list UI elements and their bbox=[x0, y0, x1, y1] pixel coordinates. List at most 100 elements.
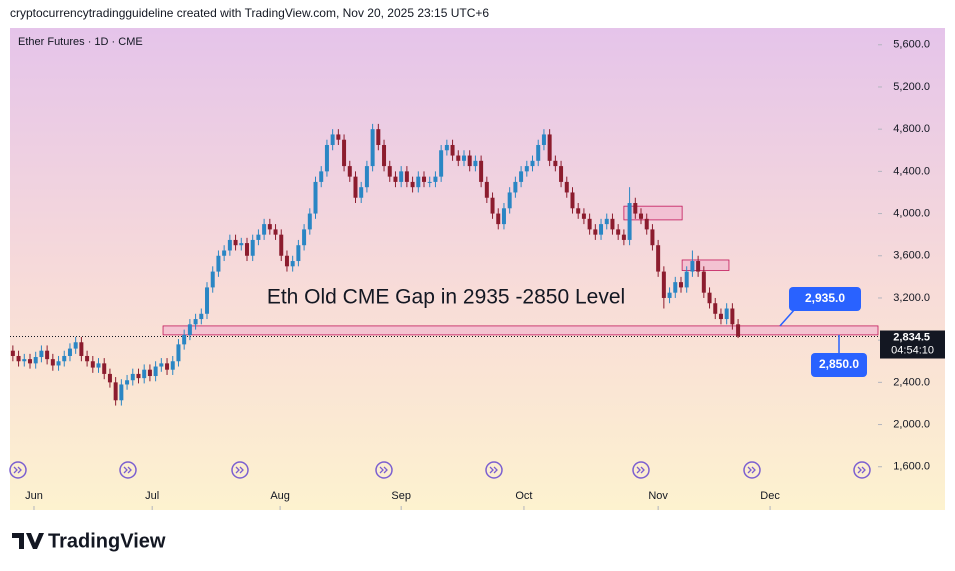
countdown: 04:54:10 bbox=[891, 344, 934, 356]
y-tick-label: 3,600.0 bbox=[893, 250, 930, 262]
candle-body bbox=[170, 361, 175, 370]
candle-body bbox=[684, 271, 689, 288]
candle-body bbox=[690, 261, 695, 272]
candle-body bbox=[587, 218, 592, 230]
candle-body bbox=[153, 366, 158, 377]
candle-body bbox=[16, 355, 21, 362]
x-tick-label: Aug bbox=[270, 490, 290, 502]
event-icon bbox=[375, 461, 393, 479]
candle-body bbox=[576, 208, 581, 214]
candle-body bbox=[342, 139, 347, 167]
candle-body bbox=[501, 208, 506, 225]
logo: TradingView bbox=[12, 530, 166, 552]
candle-body bbox=[553, 160, 558, 167]
candle-body bbox=[718, 313, 723, 320]
candle-body bbox=[62, 355, 67, 362]
candle-body bbox=[353, 176, 358, 198]
candle-body bbox=[387, 166, 392, 177]
candle-body bbox=[227, 239, 232, 251]
event-icon bbox=[231, 461, 249, 479]
candle-body bbox=[130, 373, 135, 381]
y-tick-label: 5,200.0 bbox=[893, 81, 930, 93]
candle-body bbox=[370, 129, 375, 167]
candle-body bbox=[296, 245, 301, 262]
header: cryptocurrencytradingguideline created w… bbox=[10, 6, 489, 20]
candle-body bbox=[302, 229, 307, 246]
candle-body bbox=[313, 181, 318, 214]
x-tick-label: Sep bbox=[391, 490, 411, 502]
candle-body bbox=[73, 342, 78, 349]
logo-icon bbox=[12, 533, 44, 549]
candle-body bbox=[627, 203, 632, 240]
candle-body bbox=[136, 373, 141, 379]
candle-body bbox=[467, 155, 472, 167]
candle-body bbox=[307, 213, 312, 230]
candle-body bbox=[644, 218, 649, 230]
candle-body bbox=[707, 292, 712, 304]
candle-body bbox=[210, 271, 215, 288]
plot: 1,600.02,000.02,400.02,800.03,200.03,600… bbox=[9, 39, 945, 510]
candle-body bbox=[233, 239, 238, 246]
candle-body bbox=[530, 160, 535, 167]
candle-body bbox=[262, 224, 267, 235]
x-tick-label: Jun bbox=[25, 490, 43, 502]
candle-body bbox=[330, 134, 335, 145]
y-tick-label: 4,400.0 bbox=[893, 165, 930, 177]
candle-body bbox=[216, 255, 221, 272]
candle-body bbox=[199, 313, 204, 320]
candle-body bbox=[336, 134, 341, 140]
candle-body bbox=[50, 359, 55, 366]
event-icon bbox=[485, 461, 503, 479]
candle-body bbox=[107, 373, 112, 383]
candle-body bbox=[696, 261, 701, 272]
candle-body bbox=[593, 229, 598, 235]
candle-body bbox=[410, 181, 415, 188]
y-tick-label: 4,000.0 bbox=[893, 207, 930, 219]
candle-body bbox=[284, 255, 289, 267]
candle-body bbox=[239, 243, 244, 246]
candle-body bbox=[541, 134, 546, 145]
candle-body bbox=[159, 363, 164, 367]
candle-body bbox=[678, 282, 683, 288]
y-tick-label: 2,000.0 bbox=[893, 418, 930, 430]
candle-body bbox=[507, 192, 512, 209]
candle-body bbox=[125, 380, 130, 385]
candle-body bbox=[102, 363, 107, 374]
event-icon-arrow bbox=[379, 466, 388, 474]
candle-body bbox=[399, 171, 404, 182]
candle-body bbox=[45, 350, 50, 360]
plot-background bbox=[10, 28, 945, 510]
candle-body bbox=[142, 369, 147, 379]
candle-body bbox=[10, 350, 15, 356]
candle-body bbox=[461, 155, 466, 161]
candle-body bbox=[279, 234, 284, 256]
candle-body bbox=[456, 155, 461, 161]
candle-body bbox=[250, 239, 255, 256]
y-tick-label: 5,600.0 bbox=[893, 39, 930, 51]
candle-body bbox=[324, 144, 329, 172]
y-tick-label: 4,800.0 bbox=[893, 123, 930, 135]
brand: TradingView bbox=[48, 530, 166, 552]
candle-body bbox=[256, 234, 261, 240]
candle-body bbox=[713, 303, 718, 314]
candle-body bbox=[422, 176, 427, 182]
x-tick-label: Nov bbox=[648, 490, 668, 502]
event-icon bbox=[9, 461, 27, 479]
candle-body bbox=[564, 181, 569, 193]
candle-body bbox=[222, 250, 227, 256]
candle-body bbox=[267, 224, 272, 230]
candle-body bbox=[393, 176, 398, 182]
candle-body bbox=[604, 218, 609, 225]
candle-body bbox=[290, 261, 295, 267]
event-icon bbox=[743, 461, 761, 479]
last-price-tag bbox=[880, 330, 945, 359]
candle-body bbox=[639, 213, 644, 219]
candle-body bbox=[187, 324, 192, 335]
candle-body bbox=[347, 166, 352, 177]
candle-body bbox=[736, 324, 741, 337]
candle-body bbox=[176, 344, 181, 362]
candle-body bbox=[427, 181, 432, 183]
candle-body bbox=[382, 144, 387, 167]
x-tick-label: Jul bbox=[145, 490, 159, 502]
